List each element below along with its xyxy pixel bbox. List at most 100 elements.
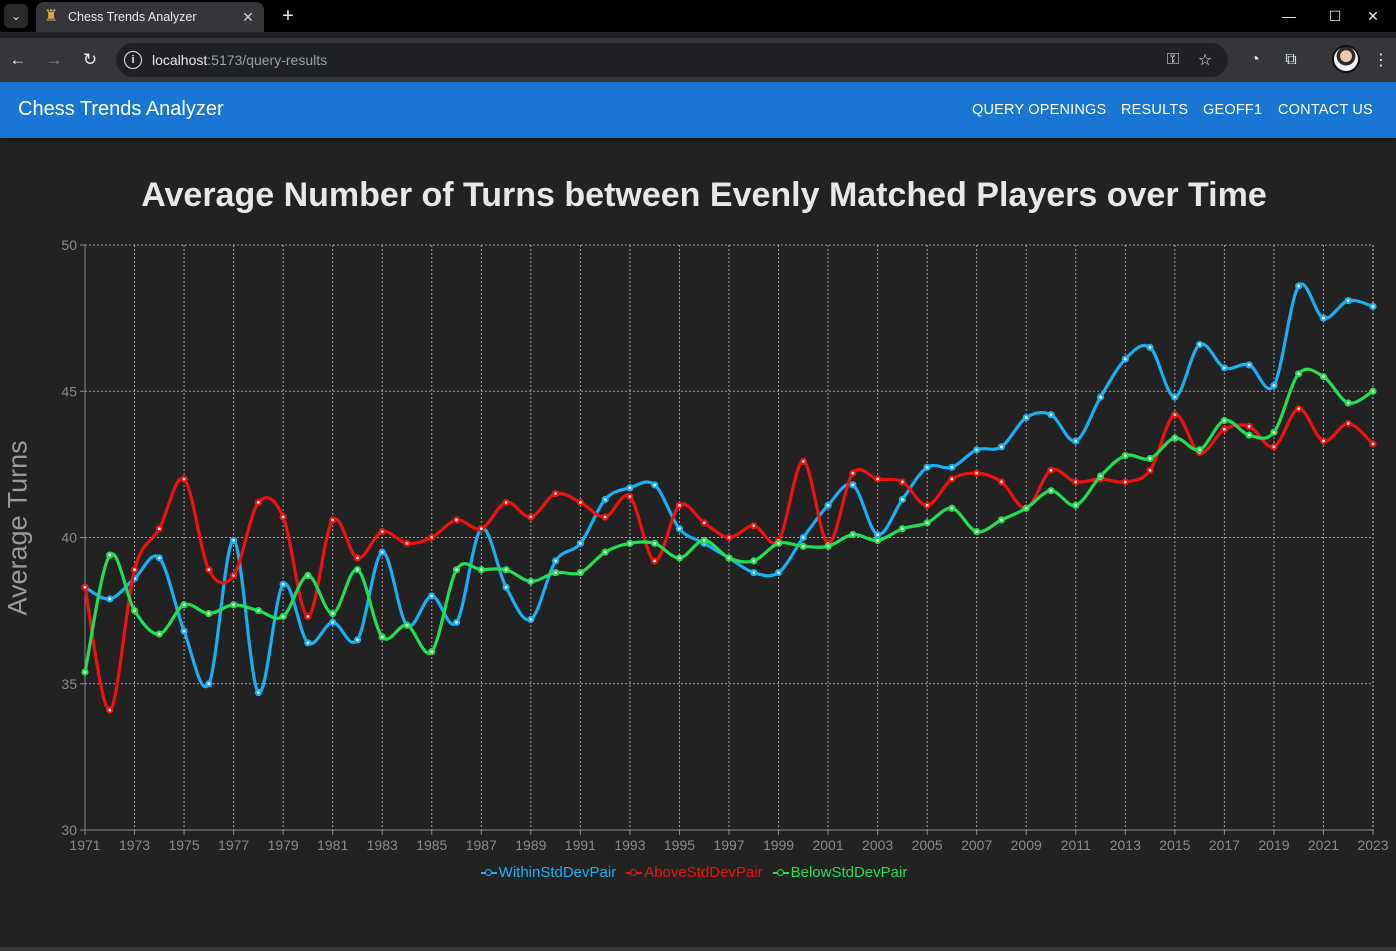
y-tick-label: 35 [61, 676, 77, 692]
data-point-center [1049, 413, 1053, 417]
address-bar[interactable]: i localhost:5173/query-results ⚿ ☆ [116, 43, 1228, 77]
browser-menu-icon[interactable]: ⋮ [1373, 52, 1389, 69]
data-point-center [1049, 489, 1053, 493]
extensions-puzzle-icon[interactable]: ⧉ [1285, 51, 1297, 68]
data-point-center [1148, 457, 1152, 460]
nav-query-openings[interactable]: QUERY OPENINGS [972, 102, 1107, 118]
data-point-center [1346, 401, 1350, 405]
data-point-center [925, 503, 929, 507]
data-point-center [1346, 299, 1350, 302]
data-point-center [281, 515, 285, 519]
password-key-icon[interactable]: ⚿ [1166, 51, 1180, 68]
data-point-center [83, 670, 87, 674]
data-point-center [1000, 480, 1003, 484]
data-point-center [405, 541, 409, 545]
data-point-center [1371, 442, 1375, 446]
data-point-center [479, 568, 483, 572]
extension-glasses-icon[interactable]: ◔ [1250, 51, 1260, 68]
data-point-center [1000, 445, 1003, 449]
nav-contact-us[interactable]: CONTACT US [1278, 102, 1373, 118]
nav-user-geoff1[interactable]: GEOFF1 [1203, 102, 1263, 118]
data-point-center [256, 501, 260, 504]
data-point-center [232, 603, 236, 607]
data-point-center [1099, 474, 1102, 478]
data-point-center [479, 527, 483, 531]
data-point-center [331, 620, 335, 624]
site-info-icon[interactable]: i [124, 51, 142, 69]
app-title: Chess Trends Analyzer [18, 98, 224, 120]
new-tab-plus-icon[interactable]: + [282, 4, 294, 27]
data-point-center [653, 483, 657, 487]
close-tab-icon[interactable]: ✕ [242, 8, 254, 25]
data-point-center [1297, 407, 1301, 411]
x-tick-label: 1989 [515, 837, 546, 853]
y-tick-label: 45 [61, 383, 77, 399]
data-point-center [950, 477, 954, 481]
legend-symbol [480, 867, 497, 879]
data-point-center [529, 515, 533, 519]
data-point-center [851, 471, 855, 475]
browser-tab[interactable]: ♜ Chess Trends Analyzer ✕ [36, 2, 264, 32]
data-point-center [603, 515, 607, 519]
legend-symbol [772, 867, 789, 879]
x-tick-label: 1991 [565, 837, 596, 853]
data-point-center [702, 521, 706, 525]
maximize-icon[interactable]: ☐ [1328, 7, 1342, 24]
data-point-center [603, 498, 607, 501]
data-point-center [801, 544, 805, 548]
data-point-center [1222, 419, 1226, 422]
forward-arrow-icon[interactable]: → [45, 50, 63, 69]
page-bottom-strip [0, 947, 1396, 951]
legend-label: AboveStdDevPair [644, 864, 763, 881]
data-point-center [1173, 413, 1177, 417]
data-point-center [157, 527, 161, 531]
minimize-icon[interactable]: — [1282, 8, 1296, 24]
legend-item-within[interactable]: WithinStdDevPair [480, 864, 616, 881]
bookmark-star-icon[interactable]: ☆ [1197, 52, 1213, 69]
chart-title: Average Number of Turns between Evenly M… [141, 176, 1267, 214]
window-close-icon[interactable]: ✕ [1367, 7, 1379, 24]
y-tick-label: 40 [61, 530, 77, 546]
data-point-center [157, 556, 161, 560]
data-point-center [752, 571, 756, 574]
data-point-center [826, 503, 830, 507]
data-point-center [1099, 395, 1102, 399]
data-point-center [256, 691, 260, 694]
data-point-center [653, 559, 657, 563]
legend-item-above[interactable]: AboveStdDevPair [626, 864, 763, 881]
data-point-center [925, 465, 929, 469]
data-point-center [900, 527, 904, 531]
data-point-center [876, 477, 880, 481]
data-point-center [578, 541, 582, 545]
data-point-center [678, 503, 681, 507]
data-point-center [504, 501, 508, 504]
data-point-center [529, 579, 533, 583]
data-point-center [306, 615, 310, 618]
x-tick-label: 1983 [367, 837, 398, 853]
reload-icon[interactable]: ↻ [82, 50, 98, 69]
chart-series [81, 282, 1377, 714]
nav-results[interactable]: RESULTS [1121, 102, 1189, 118]
data-point-center [1297, 284, 1301, 288]
data-point-center [108, 553, 112, 557]
legend-item-below[interactable]: BelowStdDevPair [772, 864, 907, 881]
tab-search-chevron-icon[interactable]: ⌄ [4, 4, 28, 28]
data-point-center [182, 629, 186, 633]
back-arrow-icon[interactable]: ← [9, 50, 27, 69]
data-point-center [1074, 503, 1078, 507]
x-tick-label: 1995 [664, 837, 695, 853]
x-tick-label: 1973 [119, 837, 150, 853]
data-point-center [1322, 439, 1325, 443]
data-point-center [1123, 454, 1127, 457]
data-point-center [1272, 384, 1276, 387]
data-point-center [578, 571, 582, 574]
data-point-center [108, 597, 112, 601]
data-point-center [1198, 343, 1202, 346]
profile-avatar[interactable] [1332, 45, 1360, 73]
x-tick-label: 1997 [713, 837, 744, 853]
data-point-center [801, 536, 805, 539]
data-point-center [1322, 375, 1325, 379]
data-point-center [777, 571, 780, 574]
data-point-center [1173, 395, 1177, 399]
x-tick-label: 2003 [862, 837, 893, 853]
